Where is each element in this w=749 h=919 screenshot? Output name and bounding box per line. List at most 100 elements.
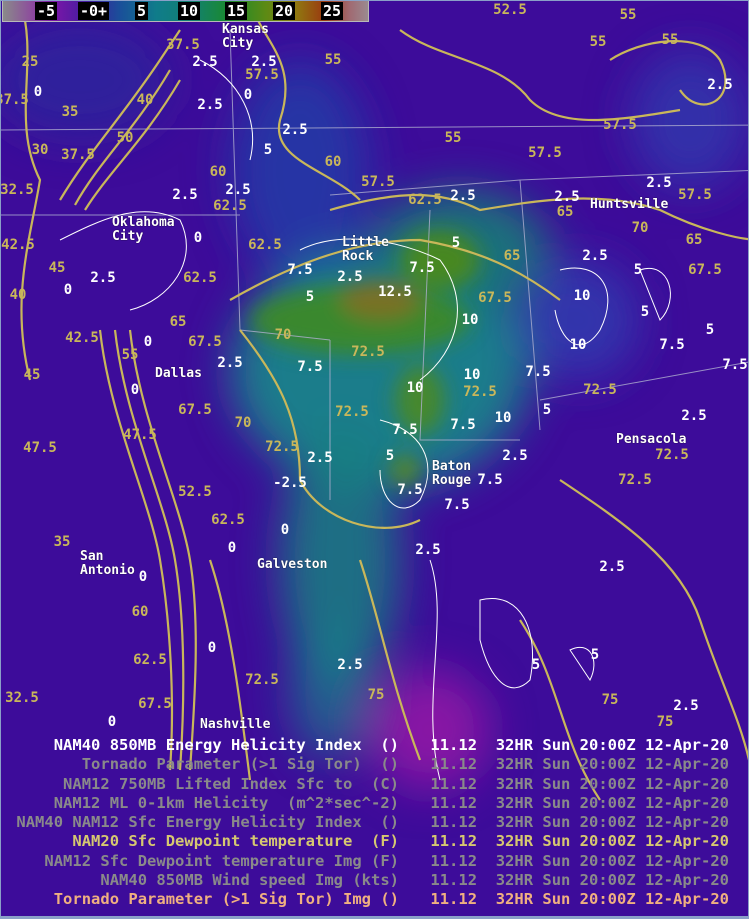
dewpoint-contour-label: 72.5 bbox=[655, 447, 689, 463]
helicity-contour-label: -2.5 bbox=[273, 475, 307, 491]
dewpoint-contour-label: 52.5 bbox=[178, 484, 212, 500]
dewpoint-contour-label: 45 bbox=[23, 367, 41, 383]
dewpoint-contour-label: 60 bbox=[324, 154, 342, 170]
energy-helicity-image bbox=[0, 20, 749, 790]
dewpoint-contour-label: 60 bbox=[209, 164, 227, 180]
helicity-contour-label: 0 bbox=[193, 230, 203, 246]
dewpoint-contour-label: 65 bbox=[685, 232, 703, 248]
legend-row[interactable]: NAM40 850MB Wind speed Img (kts) 11.12 32… bbox=[0, 871, 729, 890]
dewpoint-contour-label: 72.5 bbox=[463, 384, 497, 400]
helicity-contour-label: 7.5 bbox=[659, 337, 685, 353]
legend-product-name: NAM12 750MB Lifted Index Sfc to (C) bbox=[63, 774, 399, 793]
color-scale-bar: -5 -0+ 5 10 15 20 25 bbox=[2, 0, 369, 22]
legend-row[interactable]: NAM40 850MB Energy Helicity Index () 11.1… bbox=[0, 736, 729, 755]
legend-product-name: NAM20 Sfc Dewpoint temperature (F) bbox=[72, 832, 399, 851]
colorbar-label: 5 bbox=[135, 2, 149, 20]
helicity-contour-label: 2.5 bbox=[282, 122, 308, 138]
dewpoint-contour-label: 52.5 bbox=[493, 2, 527, 18]
helicity-contour-label: 10 bbox=[494, 410, 512, 426]
helicity-contour-label: 0 bbox=[207, 640, 217, 656]
dewpoint-contour-label: 72.5 bbox=[618, 472, 652, 488]
dewpoint-contour-label: 37.5 bbox=[166, 37, 200, 53]
helicity-contour-label: 7.5 bbox=[525, 364, 551, 380]
helicity-contour-label: 2.5 bbox=[415, 542, 441, 558]
colorbar-label: 25 bbox=[321, 2, 344, 20]
dewpoint-contour-label: 70 bbox=[274, 327, 292, 343]
legend-row[interactable]: NAM12 ML 0-1km Helicity (m^2*sec^-2) 11.1… bbox=[0, 794, 729, 813]
dewpoint-contour-label: 65 bbox=[503, 248, 521, 264]
city-label-kansas-city: Kansas City bbox=[222, 22, 269, 51]
legend-product-name: NAM12 Sfc Dewpoint temperature Img (F) bbox=[44, 851, 399, 870]
dewpoint-contour-label: 62.5 bbox=[248, 237, 282, 253]
helicity-contour-label: 7.5 bbox=[722, 357, 748, 373]
legend-row[interactable]: NAM40 NAM12 Sfc Energy Helicity Index ()… bbox=[0, 813, 729, 832]
helicity-contour-label: 0 bbox=[227, 540, 237, 556]
dewpoint-contour-label: 50 bbox=[116, 130, 134, 146]
helicity-contour-label: 10 bbox=[463, 367, 481, 383]
legend-valid-time: 11.12 32HR Sun 20:00Z 12-Apr-20 bbox=[430, 774, 729, 793]
legend-product-name: NAM40 850MB Wind speed Img (kts) bbox=[100, 871, 399, 890]
helicity-contour-label: 2.5 bbox=[681, 408, 707, 424]
legend-row[interactable]: NAM12 750MB Lifted Index Sfc to (C) 11.12… bbox=[0, 775, 729, 794]
helicity-contour-label: 7.5 bbox=[397, 482, 423, 498]
dewpoint-contour-label: 62.5 bbox=[213, 198, 247, 214]
dewpoint-contour-label: 65 bbox=[556, 204, 574, 220]
helicity-contour-label: 0 bbox=[143, 334, 153, 350]
helicity-contour-label: 0 bbox=[63, 282, 73, 298]
helicity-contour-label: 5 bbox=[263, 142, 273, 158]
city-label-baton-rouge: Baton Rouge bbox=[432, 459, 472, 488]
helicity-contour-label: 2.5 bbox=[307, 450, 333, 466]
dewpoint-contour-label: 62.5 bbox=[408, 192, 442, 208]
helicity-contours bbox=[59, 59, 671, 781]
legend-row[interactable]: NAM12 Sfc Dewpoint temperature Img (F) 11… bbox=[0, 852, 729, 871]
helicity-contour-label: 7.5 bbox=[392, 422, 418, 438]
helicity-contour-label: 2.5 bbox=[554, 189, 580, 205]
helicity-contour-label: 7.5 bbox=[444, 497, 470, 513]
legend-row[interactable]: NAM20 Sfc Dewpoint temperature (F) 11.12 … bbox=[0, 832, 729, 851]
helicity-contour-label: 2.5 bbox=[197, 97, 223, 113]
dewpoint-contour-label: 55 bbox=[444, 130, 462, 146]
dewpoint-contour-label: 40 bbox=[9, 287, 27, 303]
helicity-contour-label: 7.5 bbox=[297, 359, 323, 375]
helicity-contour-label: 5 bbox=[531, 657, 541, 673]
legend-valid-time: 11.12 32HR Sun 20:00Z 12-Apr-20 bbox=[430, 755, 729, 774]
legend-product-name: Tornado Parameter (>1 Sig Tor) Img () bbox=[53, 890, 399, 909]
helicity-contour-label: 2.5 bbox=[337, 269, 363, 285]
dewpoint-contour-label: 42.5 bbox=[1, 237, 35, 253]
helicity-contour-label: 5 bbox=[305, 289, 315, 305]
colorbar-label: 15 bbox=[225, 2, 248, 20]
helicity-contour-label: 10 bbox=[406, 380, 424, 396]
dewpoint-contour-label: 57.5 bbox=[528, 145, 562, 161]
dewpoint-contour-label: 55 bbox=[324, 52, 342, 68]
legend-product-name: NAM40 NAM12 Sfc Energy Helicity Index () bbox=[16, 813, 399, 832]
helicity-contour-label: 5 bbox=[633, 262, 643, 278]
city-label-dallas: Dallas bbox=[155, 366, 202, 381]
dewpoint-contour-label: 70 bbox=[631, 220, 649, 236]
legend-product-name: NAM12 ML 0-1km Helicity (m^2*sec^-2) bbox=[53, 793, 399, 812]
legend-row[interactable]: Tornado Parameter (>1 Sig Tor) Img () 11.… bbox=[0, 890, 729, 909]
dewpoint-contour-label: 55 bbox=[121, 347, 139, 363]
helicity-contour-label: 2.5 bbox=[172, 187, 198, 203]
colorbar-label: -5 bbox=[35, 2, 58, 20]
city-label-galveston: Galveston bbox=[257, 557, 328, 572]
dewpoint-contour-label: 75 bbox=[367, 687, 385, 703]
legend-product-name: Tornado Parameter (>1 Sig Tor) () bbox=[81, 755, 399, 774]
helicity-contour-label: 5 bbox=[385, 448, 395, 464]
helicity-contour-label: 5 bbox=[542, 402, 552, 418]
helicity-contour-label: 0 bbox=[243, 87, 253, 103]
dewpoint-contours bbox=[18, 0, 749, 801]
dewpoint-contour-label: 55 bbox=[589, 34, 607, 50]
dewpoint-contour-label: 67.5 bbox=[688, 262, 722, 278]
colorbar-label: 20 bbox=[273, 2, 296, 20]
helicity-contour-label: 5 bbox=[640, 304, 650, 320]
legend-row[interactable]: Tornado Parameter (>1 Sig Tor) () 11.12 3… bbox=[0, 755, 729, 774]
dewpoint-contour-label: 47.5 bbox=[23, 440, 57, 456]
dewpoint-contour-label: 57.5 bbox=[361, 174, 395, 190]
dewpoint-contour-label: 30 bbox=[31, 142, 49, 158]
dewpoint-contour-label: 72.5 bbox=[265, 439, 299, 455]
helicity-contour-label: 10 bbox=[461, 312, 479, 328]
helicity-contour-label: 5 bbox=[590, 647, 600, 663]
dewpoint-contour-label: 72.5 bbox=[583, 382, 617, 398]
